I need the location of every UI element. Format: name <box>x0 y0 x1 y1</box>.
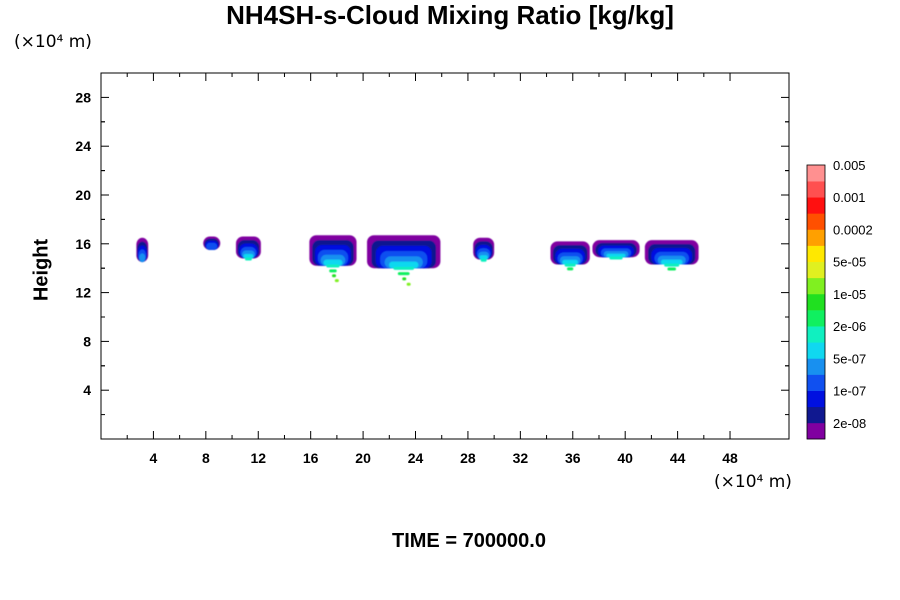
clouds-layer <box>136 235 699 286</box>
cloud-layer <box>326 264 340 268</box>
cloud-layer <box>406 282 411 286</box>
chart-title: NH4SH-s-Cloud Mixing Ratio [kg/kg] <box>226 0 674 30</box>
cloud-layer <box>402 277 407 281</box>
colorbar-label: 1e-07 <box>833 384 866 399</box>
cloud-layer <box>393 266 414 270</box>
x-tick-label: 16 <box>303 450 319 466</box>
cloud-layer <box>332 274 337 278</box>
cloud-layer <box>334 279 339 283</box>
cloud-layer <box>479 255 488 260</box>
y-tick-label: 4 <box>83 382 91 398</box>
colorbar-swatch <box>807 406 825 424</box>
y-tick-label: 12 <box>75 285 91 301</box>
y-tick-label: 24 <box>75 138 91 154</box>
colorbar-swatch <box>807 293 825 311</box>
cloud-blob <box>235 236 261 261</box>
cloud-layer <box>567 267 574 271</box>
cloud-layer <box>664 263 680 267</box>
cloud-layer <box>606 253 626 258</box>
cloud-layer <box>389 261 419 269</box>
colorbar-label: 0.0002 <box>833 222 873 237</box>
x-axis-unit: (×10⁴ m) <box>714 472 792 492</box>
colorbar-swatch <box>807 229 825 246</box>
colorbar-swatch <box>807 261 825 279</box>
colorbar-swatch <box>807 277 825 295</box>
cloud-layer <box>609 256 623 260</box>
colorbar-label: 5e-05 <box>833 255 866 270</box>
cloud-layer <box>206 242 218 250</box>
cloud-layer <box>397 272 410 276</box>
cloud-blob <box>136 237 149 263</box>
cloud-layer <box>329 269 337 273</box>
cloud-blob <box>203 236 221 250</box>
x-tick-label: 36 <box>565 450 581 466</box>
time-footer: TIME = 700000.0 <box>392 530 546 552</box>
colorbar-label: 2e-08 <box>833 416 866 431</box>
cloud-blob <box>644 240 699 271</box>
colorbar-swatch <box>807 358 825 375</box>
cloud-layer <box>139 253 146 263</box>
x-tick-label: 20 <box>355 450 371 466</box>
colorbar-swatch <box>807 390 825 408</box>
x-tick-label: 40 <box>617 450 633 466</box>
x-tick-label: 44 <box>670 450 686 466</box>
colorbar-swatch <box>807 213 825 230</box>
colorbar-swatch <box>807 422 825 440</box>
cloud-blob <box>592 240 640 260</box>
y-tick-label: 8 <box>83 333 91 349</box>
colorbar-label: 1e-05 <box>833 287 866 302</box>
x-tick-label: 28 <box>460 450 476 466</box>
x-tick-label: 24 <box>408 450 424 466</box>
y-tick-label: 28 <box>75 89 91 105</box>
colorbar-swatch <box>807 326 825 343</box>
y-axis-unit: (×10⁴ m) <box>14 32 92 52</box>
cloud-layer <box>244 257 252 261</box>
colorbar-label: 0.005 <box>833 158 866 173</box>
cloud-layer <box>243 254 254 259</box>
colorbar-swatch <box>807 181 825 198</box>
cloud-layer <box>667 267 677 271</box>
cloud-layer <box>564 263 576 267</box>
x-tick-label: 48 <box>722 450 738 466</box>
colorbar-swatch <box>807 165 825 182</box>
colorbar-swatch <box>807 197 825 214</box>
colorbar-swatch <box>807 245 825 263</box>
colorbar-swatch <box>807 310 825 327</box>
cloud-blob <box>367 235 441 286</box>
y-tick-label: 16 <box>75 236 91 252</box>
colorbar-label: 5e-07 <box>833 351 866 366</box>
cloud-layer <box>480 258 487 262</box>
colorbar: 2e-08 1e-07 5e-07 2e-06 1e-05 5e-05 0.0002 0.00… <box>806 158 873 440</box>
cloud-layer <box>660 259 683 265</box>
cloud-blob <box>550 241 590 271</box>
cloud-blob <box>473 237 495 262</box>
plot-frame <box>100 72 790 440</box>
colorbar-frame <box>806 164 826 440</box>
colorbar-swatch <box>807 342 825 359</box>
colorbar-label: 2e-06 <box>833 319 866 334</box>
colorbar-swatch <box>807 374 825 391</box>
cloud-blob <box>309 235 357 283</box>
y-tick-label: 20 <box>75 187 91 203</box>
cloud-layer <box>323 259 343 266</box>
x-tick-label: 4 <box>150 450 158 466</box>
x-tick-label: 32 <box>513 450 529 466</box>
x-tick-label: 8 <box>202 450 210 466</box>
colorbar-label: 0.001 <box>833 190 866 205</box>
x-tick-label: 12 <box>250 450 266 466</box>
cloud-layer <box>562 259 579 265</box>
